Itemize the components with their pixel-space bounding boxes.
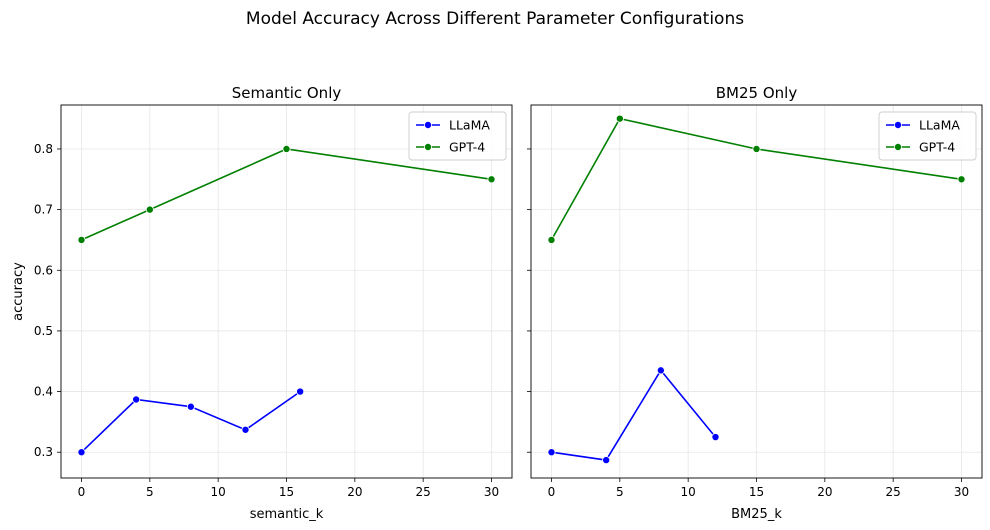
series-line-llama: [551, 368, 717, 461]
x-tick-label: 30: [954, 485, 969, 499]
data-point-gpt-4: [487, 175, 496, 184]
data-point-llama: [711, 433, 720, 442]
data-point-llama: [186, 402, 195, 411]
legend: LLaMA GPT-4: [408, 111, 507, 161]
x-tick-label: 25: [416, 485, 431, 499]
x-tick-label: 10: [681, 485, 696, 499]
data-point-llama: [656, 366, 665, 375]
x-tick-label: 5: [146, 485, 154, 499]
x-tick-label: 15: [749, 485, 764, 499]
data-point-gpt-4: [145, 205, 154, 214]
y-tick-label: 0.4: [34, 385, 53, 399]
legend-label-llama: LLaMA: [449, 118, 490, 133]
x-tick-label: 0: [78, 485, 86, 499]
panel-title: Semantic Only: [232, 84, 342, 102]
data-point-llama: [296, 387, 305, 396]
panel-bm25-only: 0 5 10 15 20 25 30 BM25 Only BM25_k LLaMA GPT-4: [527, 84, 983, 522]
legend-marker-gpt-4: [894, 142, 903, 151]
axes-frame: [530, 104, 983, 479]
legend-box: [878, 111, 977, 161]
x-tick-label: 30: [484, 485, 499, 499]
data-point-llama: [132, 395, 141, 404]
legend-marker-llama: [894, 121, 903, 130]
panel-semantic-only: 0 5 10 15 20 25 30 0.3 0.4 0.5 0.6 0.7 0.8 Semantic O…: [11, 84, 513, 522]
legend-label-llama: LLaMA: [919, 118, 960, 133]
legend-label-gpt-4: GPT-4: [919, 140, 955, 155]
data-point-gpt-4: [957, 175, 966, 184]
y-axis-label: accuracy: [11, 262, 26, 321]
x-axis-label: BM25_k: [731, 507, 782, 522]
axes-frame: [60, 104, 513, 479]
x-tick-label: 20: [347, 485, 362, 499]
legend: LLaMA GPT-4: [878, 111, 977, 161]
x-axis-label: semantic_k: [250, 507, 324, 522]
data-point-gpt-4: [77, 235, 86, 244]
y-tick-label: 0.7: [34, 203, 53, 217]
x-tick-label: 15: [279, 485, 294, 499]
legend-box: [408, 111, 507, 161]
x-tick-label: 5: [616, 485, 624, 499]
legend-label-gpt-4: GPT-4: [449, 140, 485, 155]
series-line-llama: [80, 390, 301, 453]
y-tick-label: 0.8: [34, 142, 53, 156]
data-point-llama: [77, 448, 86, 457]
data-point-gpt-4: [615, 114, 624, 123]
x-tick-label: 25: [886, 485, 901, 499]
data-point-gpt-4: [282, 144, 291, 153]
data-point-gpt-4: [752, 144, 761, 153]
series-line-gpt-4: [81, 148, 492, 241]
data-point-llama: [547, 448, 556, 457]
legend-marker-llama: [423, 121, 432, 130]
legend-marker-gpt-4: [423, 142, 432, 151]
x-tick-label: 0: [548, 485, 556, 499]
data-point-gpt-4: [547, 235, 556, 244]
data-point-llama: [241, 425, 250, 434]
y-tick-label: 0.3: [34, 445, 53, 459]
x-tick-label: 20: [817, 485, 832, 499]
figure-title: Model Accuracy Across Different Paramete…: [246, 9, 744, 29]
series-line-gpt-4: [550, 117, 962, 241]
x-tick-label: 10: [211, 485, 226, 499]
panel-title: BM25 Only: [716, 84, 798, 102]
y-tick-label: 0.6: [34, 263, 53, 277]
data-point-llama: [602, 456, 611, 465]
y-tick-label: 0.5: [34, 324, 53, 338]
